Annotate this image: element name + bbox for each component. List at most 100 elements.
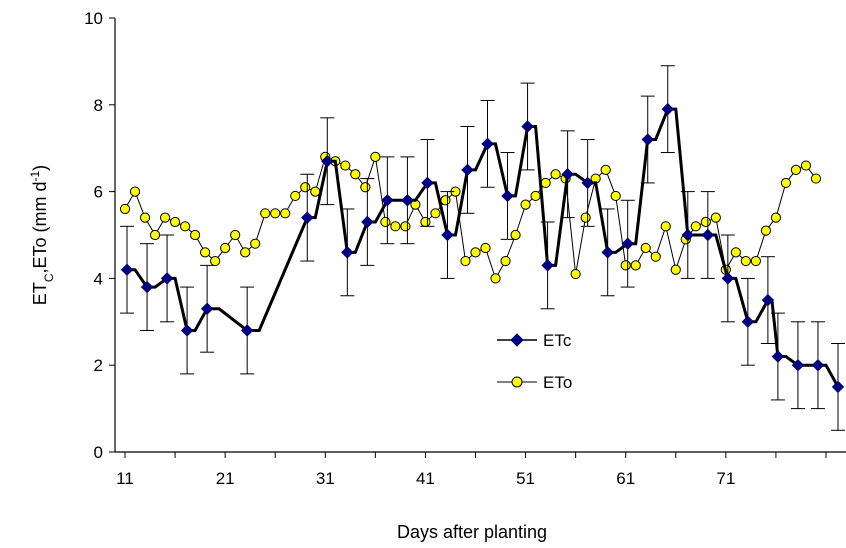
eto-point bbox=[360, 182, 371, 193]
etc-point bbox=[160, 272, 174, 285]
eto-point bbox=[159, 212, 171, 223]
y-axis-title-mid: ,ETo (mm d bbox=[30, 181, 50, 273]
eto-point bbox=[660, 221, 671, 232]
etc-point bbox=[401, 194, 414, 207]
etc-point bbox=[120, 263, 134, 276]
eto-point bbox=[490, 273, 501, 284]
eto-point bbox=[210, 255, 221, 267]
etc-point bbox=[721, 272, 735, 285]
eto-point bbox=[390, 221, 401, 232]
legend-eto-marker bbox=[511, 376, 523, 388]
etc-point bbox=[661, 102, 674, 116]
etc-point bbox=[741, 315, 755, 329]
eto-point bbox=[400, 221, 411, 232]
legend-etc-label: ETc bbox=[543, 331, 572, 350]
eto-point bbox=[480, 242, 491, 254]
eto-point bbox=[580, 212, 591, 223]
eto-point bbox=[440, 195, 451, 206]
etc-point bbox=[180, 324, 194, 337]
etc-point bbox=[601, 246, 614, 259]
y-axis-title-sup: -1 bbox=[28, 170, 42, 181]
etc-point bbox=[481, 137, 494, 151]
eto-point bbox=[169, 216, 181, 228]
eto-point bbox=[600, 164, 611, 175]
eto-point bbox=[750, 255, 761, 267]
etc-point bbox=[321, 155, 334, 168]
x-tick-label: 51 bbox=[516, 469, 535, 488]
eto-point bbox=[230, 229, 241, 241]
etc-point bbox=[791, 358, 805, 372]
eto-point bbox=[510, 229, 521, 241]
y-tick-label: 10 bbox=[84, 9, 103, 28]
eto-point bbox=[350, 169, 361, 180]
eto-point bbox=[570, 268, 581, 280]
eto-point bbox=[670, 264, 681, 275]
eto-point bbox=[770, 212, 782, 223]
legend: ETc ETo bbox=[497, 331, 572, 392]
x-tick-label: 21 bbox=[216, 469, 235, 488]
legend-etc-marker bbox=[510, 333, 524, 347]
eto-point bbox=[710, 212, 721, 223]
eto-point bbox=[790, 164, 802, 175]
etc-point bbox=[301, 211, 314, 224]
etc-point bbox=[811, 358, 825, 372]
eto-point bbox=[430, 208, 441, 219]
y-axis-title-pre: ET bbox=[30, 282, 50, 305]
y-tick-label: 8 bbox=[94, 96, 103, 115]
etc-point bbox=[561, 168, 574, 181]
x-axis-title: Days after planting bbox=[397, 522, 547, 542]
eto-point bbox=[800, 160, 812, 171]
y-tick-label: 2 bbox=[94, 356, 103, 375]
etc-point bbox=[441, 228, 454, 242]
eto-point bbox=[550, 169, 561, 180]
eto-point bbox=[179, 221, 191, 232]
eto-point bbox=[610, 190, 621, 202]
etc-point bbox=[761, 293, 775, 307]
x-tick-label: 11 bbox=[116, 469, 134, 488]
eto-point bbox=[700, 216, 711, 228]
eto-point bbox=[310, 186, 321, 197]
eto-point bbox=[740, 255, 751, 267]
etc-point bbox=[621, 237, 634, 250]
eto-point bbox=[640, 242, 651, 254]
etc-point bbox=[341, 246, 354, 259]
eto-point bbox=[270, 208, 281, 219]
eto-point bbox=[530, 190, 541, 202]
eto-point bbox=[200, 247, 211, 258]
etc-point bbox=[501, 189, 514, 203]
eto-point bbox=[470, 247, 481, 258]
eto-point bbox=[119, 203, 131, 215]
eto-point bbox=[290, 190, 301, 202]
eto-point bbox=[370, 151, 381, 162]
eto-point bbox=[139, 212, 151, 223]
series-eto bbox=[119, 151, 822, 284]
series-eto-line bbox=[124, 156, 817, 280]
eto-point bbox=[690, 221, 701, 232]
eto-point bbox=[300, 182, 311, 193]
eto-point bbox=[240, 247, 251, 258]
eto-point bbox=[220, 242, 231, 254]
etc-point bbox=[581, 176, 594, 190]
eto-point bbox=[149, 229, 161, 241]
y-axis-title: ETC,ETo (mm d-1) bbox=[28, 165, 56, 305]
legend-eto-label: ETo bbox=[543, 373, 572, 392]
series-etc bbox=[120, 65, 845, 431]
eto-point bbox=[340, 160, 351, 171]
eto-point bbox=[810, 173, 822, 184]
etc-point bbox=[701, 228, 715, 242]
eto-point bbox=[260, 208, 271, 219]
etc-point bbox=[140, 280, 154, 294]
eto-point bbox=[780, 177, 792, 189]
y-axis-title-post: ) bbox=[30, 165, 50, 171]
eto-point bbox=[620, 260, 631, 271]
x-tick-label: 41 bbox=[416, 469, 435, 488]
eto-point bbox=[250, 238, 261, 249]
etc-point bbox=[461, 163, 474, 177]
eto-point bbox=[129, 186, 141, 197]
axes: 0 2 4 6 8 10 11 21 31 41 51 61 71 bbox=[84, 9, 846, 488]
etc-point bbox=[421, 176, 434, 190]
etc-point bbox=[381, 194, 394, 207]
etc-point bbox=[641, 133, 654, 146]
y-ticks: 0 2 4 6 8 10 bbox=[84, 9, 115, 462]
